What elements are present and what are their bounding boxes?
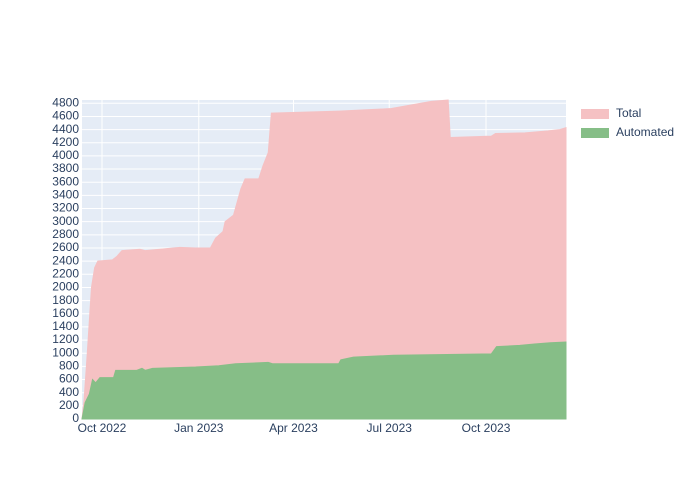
x-tick-label: Oct 2022 — [78, 421, 127, 435]
y-tick-label: 2000 — [52, 280, 79, 294]
y-tick-label: 2400 — [52, 253, 79, 267]
y-tick-label: 3800 — [52, 161, 79, 175]
y-tick-label: 3400 — [52, 188, 79, 202]
y-tick-label: 800 — [59, 359, 79, 373]
x-tick-label: Apr 2023 — [269, 421, 318, 435]
y-tick-label: 2600 — [52, 240, 79, 254]
x-tick-label: Oct 2023 — [462, 421, 511, 435]
y-tick-label: 4400 — [52, 122, 79, 136]
y-tick-label: 4200 — [52, 135, 79, 149]
y-tick-label: 1000 — [52, 345, 79, 359]
y-tick-label: 200 — [59, 398, 79, 412]
y-tick-label: 0 — [72, 411, 79, 425]
y-tick-label: 3200 — [52, 201, 79, 215]
y-tick-label: 2200 — [52, 266, 79, 280]
legend-swatch — [581, 128, 609, 138]
x-tick-label: Jul 2023 — [367, 421, 413, 435]
x-tick-label: Jan 2023 — [174, 421, 224, 435]
y-tick-label: 1200 — [52, 332, 79, 346]
y-tick-label: 4000 — [52, 148, 79, 162]
y-tick-label: 400 — [59, 385, 79, 399]
y-tick-label: 1400 — [52, 319, 79, 333]
legend-swatch — [581, 109, 609, 119]
area — [81, 341, 567, 420]
y-tick-label: 3000 — [52, 214, 79, 228]
y-tick-label: 1800 — [52, 293, 79, 307]
y-tick-label: 600 — [59, 372, 79, 386]
area — [81, 99, 567, 420]
y-tick-label: 4800 — [52, 95, 79, 109]
legend-label: Automated — [616, 125, 674, 139]
y-tick-label: 1600 — [52, 306, 79, 320]
y-tick-label: 3600 — [52, 174, 79, 188]
y-tick-label: 4600 — [52, 109, 79, 123]
legend-label: Total — [616, 106, 641, 120]
y-tick-label: 2800 — [52, 227, 79, 241]
